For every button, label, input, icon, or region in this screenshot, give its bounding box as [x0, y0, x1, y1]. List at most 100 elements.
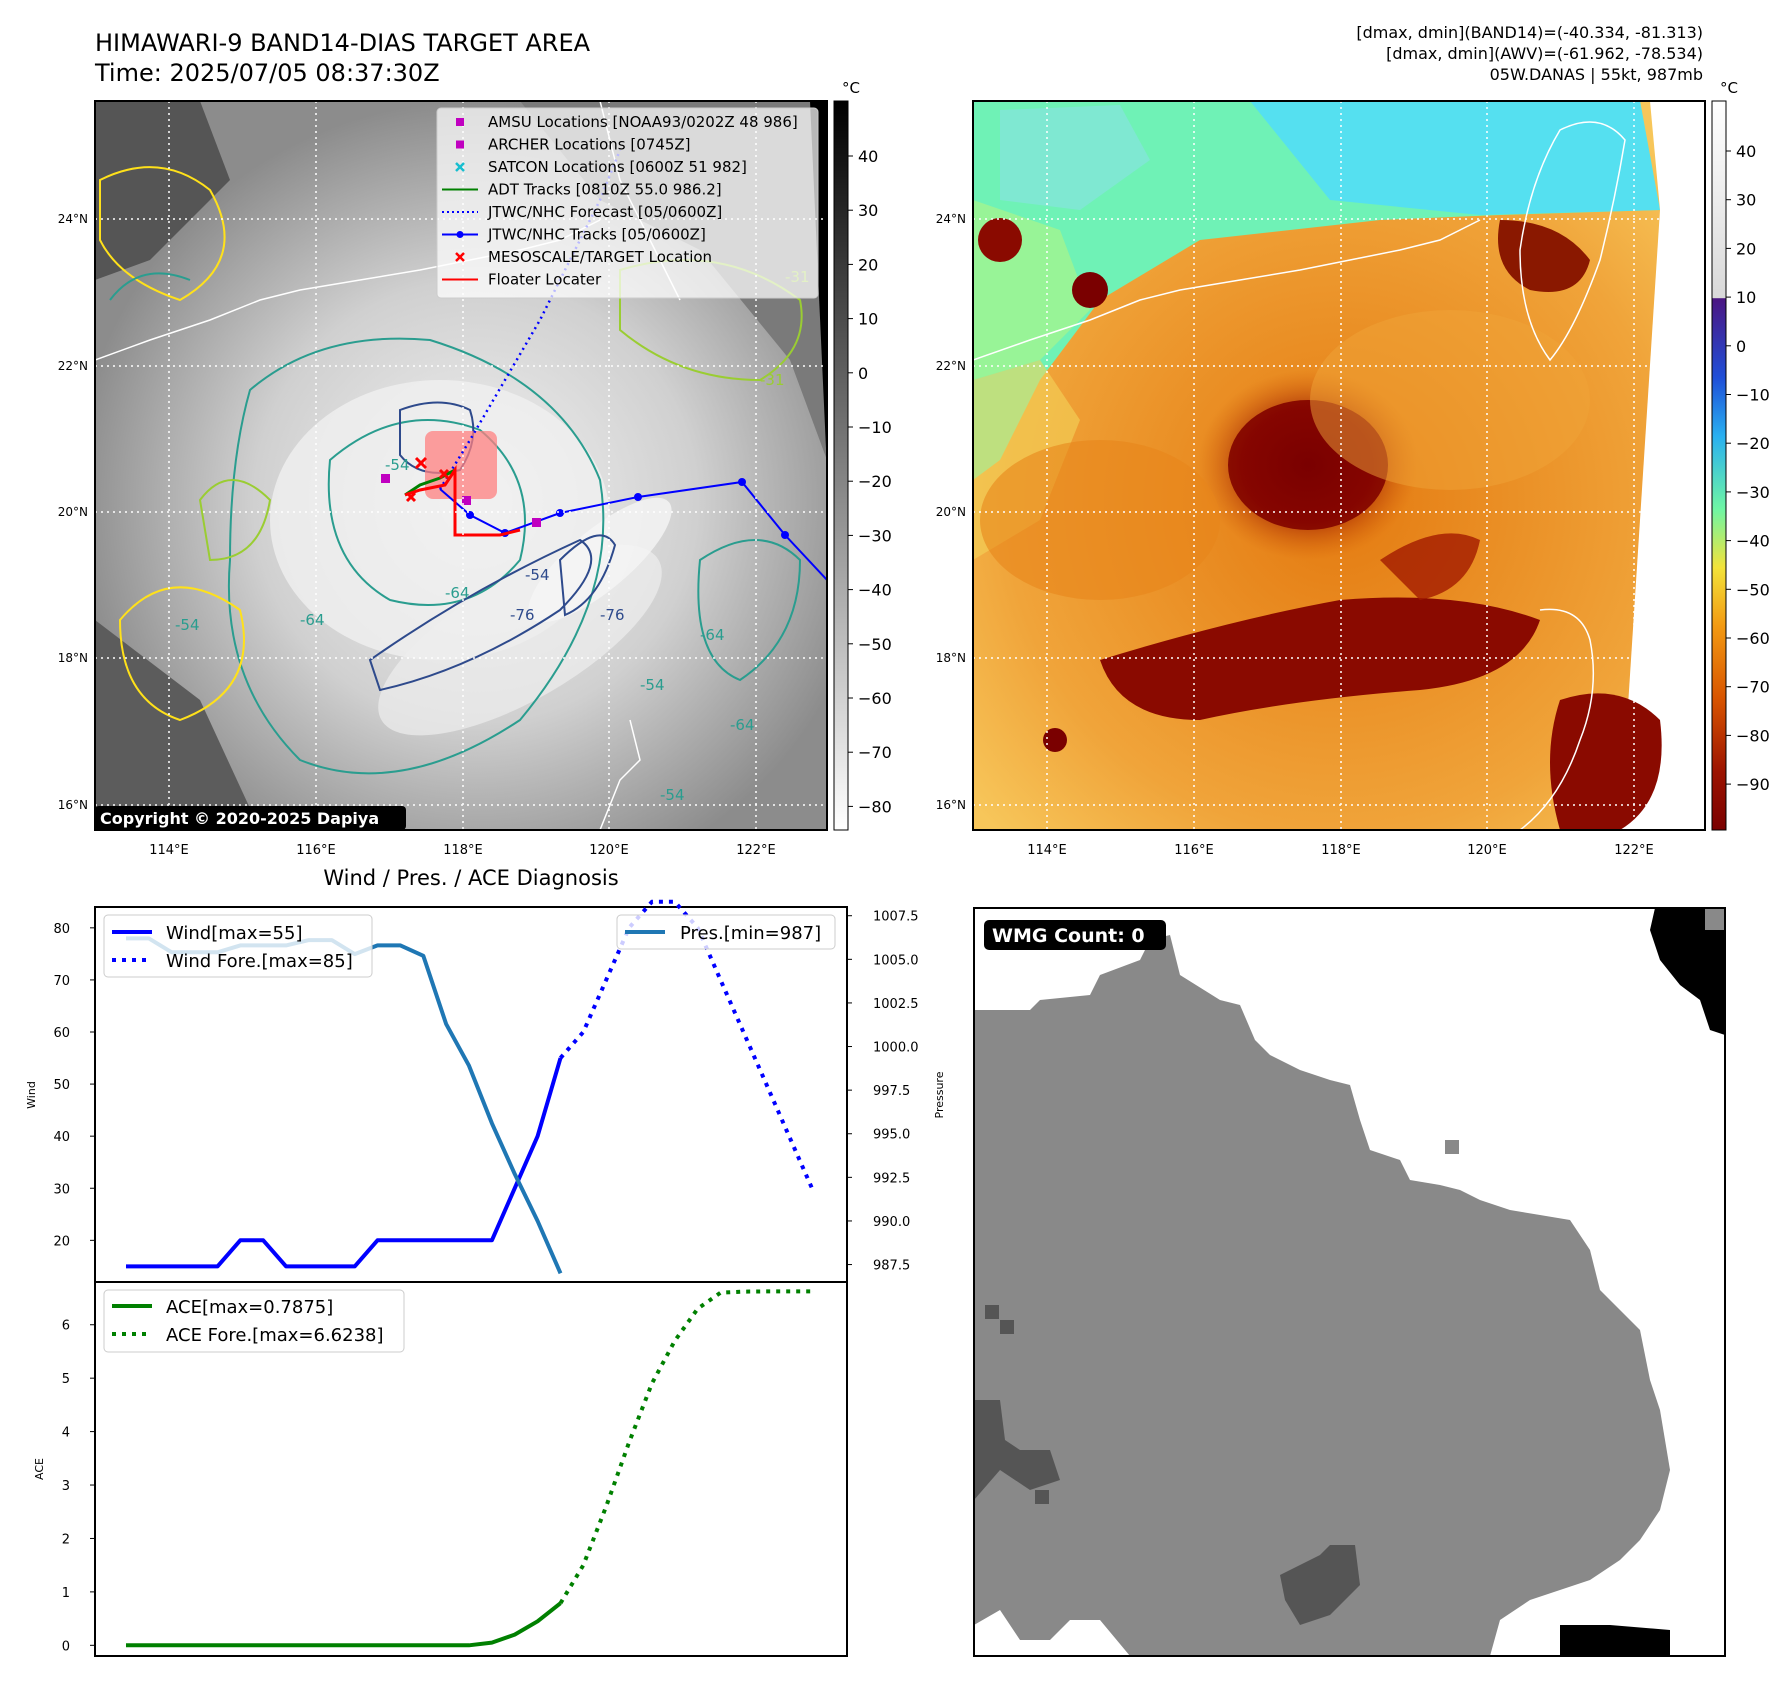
- legend-square-marker: [456, 118, 464, 126]
- colorbar-tick-label: 0: [858, 364, 868, 383]
- wind-tick-label: 20: [53, 1234, 70, 1249]
- r-lon-label-116: 116°E: [1174, 843, 1214, 858]
- lat-label-24: 24°N: [58, 212, 88, 226]
- map-legend-label: AMSU Locations [NOAA93/0202Z 48 986]: [488, 113, 798, 131]
- series-line: [126, 1601, 562, 1648]
- contour-label: -54: [385, 456, 410, 474]
- contour-label: -54: [525, 566, 550, 584]
- ace-tick-label: 2: [62, 1532, 70, 1547]
- wind-legend: Wind[max=55] Wind Fore.[max=85]: [103, 914, 373, 978]
- wind-axis-label: Wind: [25, 1081, 38, 1109]
- lon-label-118: 118°E: [443, 843, 483, 858]
- colorbar-tick-label: −30: [1736, 483, 1770, 502]
- awv-colorbar: [1711, 100, 1727, 831]
- map-legend-item: ADT Tracks [0810Z 55.0 986.2]: [442, 181, 722, 199]
- r-lat-label-18: 18°N: [936, 651, 966, 665]
- map-legend-item: MESOSCALE/TARGET Location: [455, 248, 712, 266]
- legend-pres-label: Pres.[min=987]: [680, 923, 821, 944]
- ace-tick-label: 1: [62, 1586, 70, 1601]
- wind-tick-label: 70: [53, 974, 70, 989]
- pressure-tick-label: 1002.5: [873, 997, 919, 1012]
- colorbar-tick-label: −50: [1736, 580, 1770, 599]
- map-legend-item: ARCHER Locations [0745Z]: [456, 136, 691, 154]
- r-lat-label-20: 20°N: [936, 505, 966, 519]
- pressure-tick-label: 1005.0: [873, 953, 919, 968]
- r-lon-label-120: 120°E: [1467, 843, 1507, 858]
- colorbar-tick-label: −70: [858, 743, 892, 762]
- wmg-imagery: [974, 908, 1725, 1656]
- wmg-frame: [973, 907, 1726, 1657]
- awv-map-frame: [972, 100, 1706, 831]
- colorbar-tick-label: −20: [858, 472, 892, 491]
- colorbar-tick-label: −30: [858, 526, 892, 545]
- lat-label-16: 16°N: [58, 798, 88, 812]
- series-line: [558, 1289, 812, 1605]
- map-legend-label: JTWC/NHC Tracks [05/0600Z]: [487, 226, 706, 244]
- colorbar-tick-label: 20: [858, 255, 878, 274]
- colorbar-tick-label: 10: [1736, 288, 1756, 307]
- wmg-count-label: WMG Count: 0: [992, 925, 1145, 947]
- r-lat-label-22: 22°N: [936, 359, 966, 373]
- wind-tick-label: 30: [53, 1182, 70, 1197]
- map-legend-label: ADT Tracks [0810Z 55.0 986.2]: [488, 181, 722, 199]
- info-line1: [dmax, dmin](BAND14)=(-40.334, -81.313): [1356, 23, 1703, 42]
- colorbar-tick-label: −40: [1736, 532, 1770, 551]
- map-legend-item: SATCON Locations [0600Z 51 982]: [455, 158, 747, 176]
- map-legend-item: JTWC/NHC Tracks [05/0600Z]: [442, 226, 706, 244]
- legend-ace-fore-label: ACE Fore.[max=6.6238]: [166, 1325, 384, 1346]
- colorbar-tick-label: −60: [1736, 629, 1770, 648]
- r-lat-label-24: 24°N: [936, 212, 966, 226]
- ace-tick-label: 6: [62, 1319, 70, 1334]
- map-legend-label: Floater Locater: [488, 271, 602, 289]
- pressure-tick-label: 997.5: [873, 1084, 910, 1099]
- legend-dot: [456, 231, 464, 238]
- ace-legend: ACE[max=0.7875] ACE Fore.[max=6.6238]: [103, 1289, 405, 1353]
- copyright-badge: [95, 806, 406, 830]
- contour-label: -31: [760, 371, 785, 389]
- awv-map-panel: 24°N 22°N 20°N 18°N 16°N 114°E 116°E 118…: [936, 79, 1770, 858]
- pressure-legend: Pres.[min=987]: [616, 914, 836, 950]
- r-lat-label-16: 16°N: [936, 798, 966, 812]
- colorbar-tick-label: 10: [858, 310, 878, 329]
- colorbar-tick-label: 40: [858, 147, 878, 166]
- pressure-axis-label: Pressure: [933, 1071, 946, 1118]
- wind-tick-label: 50: [53, 1078, 70, 1093]
- adt-track-line: [404, 468, 456, 497]
- pressure-tick-label: 987.5: [873, 1259, 910, 1274]
- lat-label-20: 20°N: [58, 505, 88, 519]
- pressure-tick-label: 1007.5: [873, 910, 919, 925]
- map-legend-label: ARCHER Locations [0745Z]: [488, 136, 691, 154]
- colorbar-tick-label: −80: [858, 797, 892, 816]
- wind-tick-label: 80: [53, 922, 70, 937]
- figure-title-line2: Time: 2025/07/05 08:37:30Z: [94, 59, 440, 87]
- colorbar-tick-label: −80: [1736, 726, 1770, 745]
- taiwan-outline: [1519, 121, 1626, 362]
- contour-label: -64: [730, 716, 755, 734]
- colorbar-tick-label: 30: [858, 201, 878, 220]
- colorbar-tick-label: 30: [1736, 191, 1756, 210]
- colorbar-tick-label: −20: [1736, 434, 1770, 453]
- pressure-tick-label: 992.5: [873, 1171, 910, 1186]
- contour-label: -64: [300, 611, 325, 629]
- map-legend-item: JTWC/NHC Forecast [05/0600Z]: [442, 203, 722, 221]
- legend-x-marker: [455, 162, 465, 172]
- ace-tick-label: 4: [62, 1426, 70, 1441]
- floater-locater-line: [404, 465, 521, 537]
- lon-label-122: 122°E: [736, 843, 776, 858]
- ace-chart: ACE 6 5 4 3 2 1 0 ACE[max=0.7875] ACE Fore.[ma…: [33, 1281, 848, 1657]
- contour-label: -54: [660, 786, 685, 804]
- ace-axis-label: ACE: [33, 1458, 46, 1480]
- copyright-text: Copyright © 2020-2025 Dapiya: [100, 809, 379, 828]
- info-line3: 05W.DANAS | 55kt, 987mb: [1490, 65, 1703, 84]
- wmg-panel: WMG Count: 0: [973, 907, 1726, 1657]
- wind-tick-label: 40: [53, 1130, 70, 1145]
- r-lon-label-122: 122°E: [1614, 843, 1654, 858]
- colorbar-tick-label: 40: [1736, 142, 1756, 161]
- figure-title-line1: HIMAWARI-9 BAND14-DIAS TARGET AREA: [95, 29, 591, 57]
- map-legend-item: Floater Locater: [442, 271, 602, 289]
- legend-x-marker: [455, 252, 465, 262]
- map-legend-label: JTWC/NHC Forecast [05/0600Z]: [487, 203, 722, 221]
- legend-square-marker: [456, 140, 464, 149]
- map-legend: AMSU Locations [NOAA93/0202Z 48 986] ARCH…: [436, 107, 819, 299]
